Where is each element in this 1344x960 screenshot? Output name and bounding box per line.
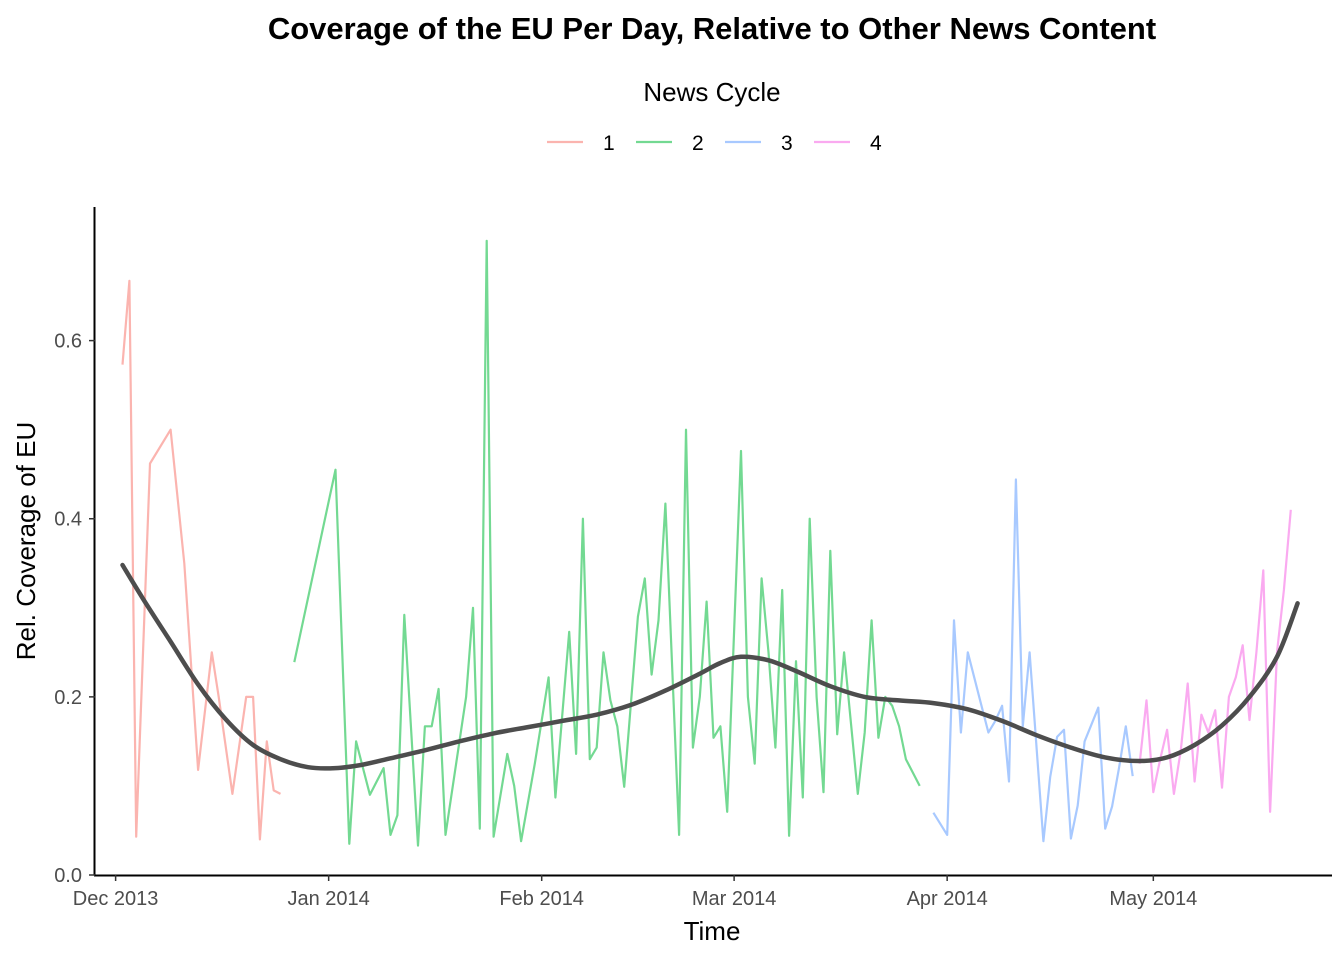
series-layer <box>121 239 1292 847</box>
series-line-cycle-3 <box>932 478 1134 843</box>
series-line-cycle-2 <box>293 239 921 847</box>
legend-label-cycle-4: 4 <box>870 132 882 155</box>
x-tick-label: Jan 2014 <box>288 888 370 910</box>
x-tick-label: Feb 2014 <box>499 888 584 910</box>
series-line-cycle-4 <box>1138 509 1292 813</box>
legend-label-cycle-2: 2 <box>692 132 704 155</box>
x-tick-label: Apr 2014 <box>907 888 988 910</box>
x-axis-title: Time <box>684 916 741 946</box>
legend-title: News Cycle <box>643 77 780 107</box>
x-tick-label: May 2014 <box>1109 888 1197 910</box>
y-tick-label: 0.4 <box>54 509 82 531</box>
series-line-cycle-1 <box>121 279 282 841</box>
legend-label-cycle-1: 1 <box>603 132 615 155</box>
legend-label-cycle-3: 3 <box>781 132 793 155</box>
x-tick-label: Dec 2013 <box>73 888 159 910</box>
y-axis-title: Rel. Coverage of EU <box>11 422 41 660</box>
x-axis-ticks: Dec 2013 Jan 2014 Feb 2014 Mar 2014 Apr 2014… <box>73 875 1197 910</box>
x-tick-label: Mar 2014 <box>692 888 777 910</box>
legend: 1 2 3 4 <box>547 132 882 155</box>
y-tick-label: 0.6 <box>54 331 82 353</box>
smooth-trend-line <box>120 562 1300 771</box>
chart-title: Coverage of the EU Per Day, Relative to … <box>268 11 1156 46</box>
y-axis-ticks: 0.0 0.2 0.4 0.6 <box>54 331 95 887</box>
y-tick-label: 0.0 <box>54 865 82 887</box>
y-tick-label: 0.2 <box>54 687 82 709</box>
